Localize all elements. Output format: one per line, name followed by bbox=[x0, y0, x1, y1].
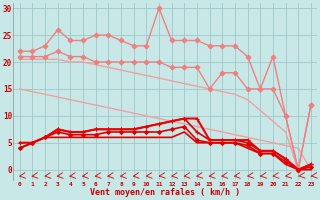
X-axis label: Vent moyen/en rafales ( km/h ): Vent moyen/en rafales ( km/h ) bbox=[90, 188, 240, 197]
